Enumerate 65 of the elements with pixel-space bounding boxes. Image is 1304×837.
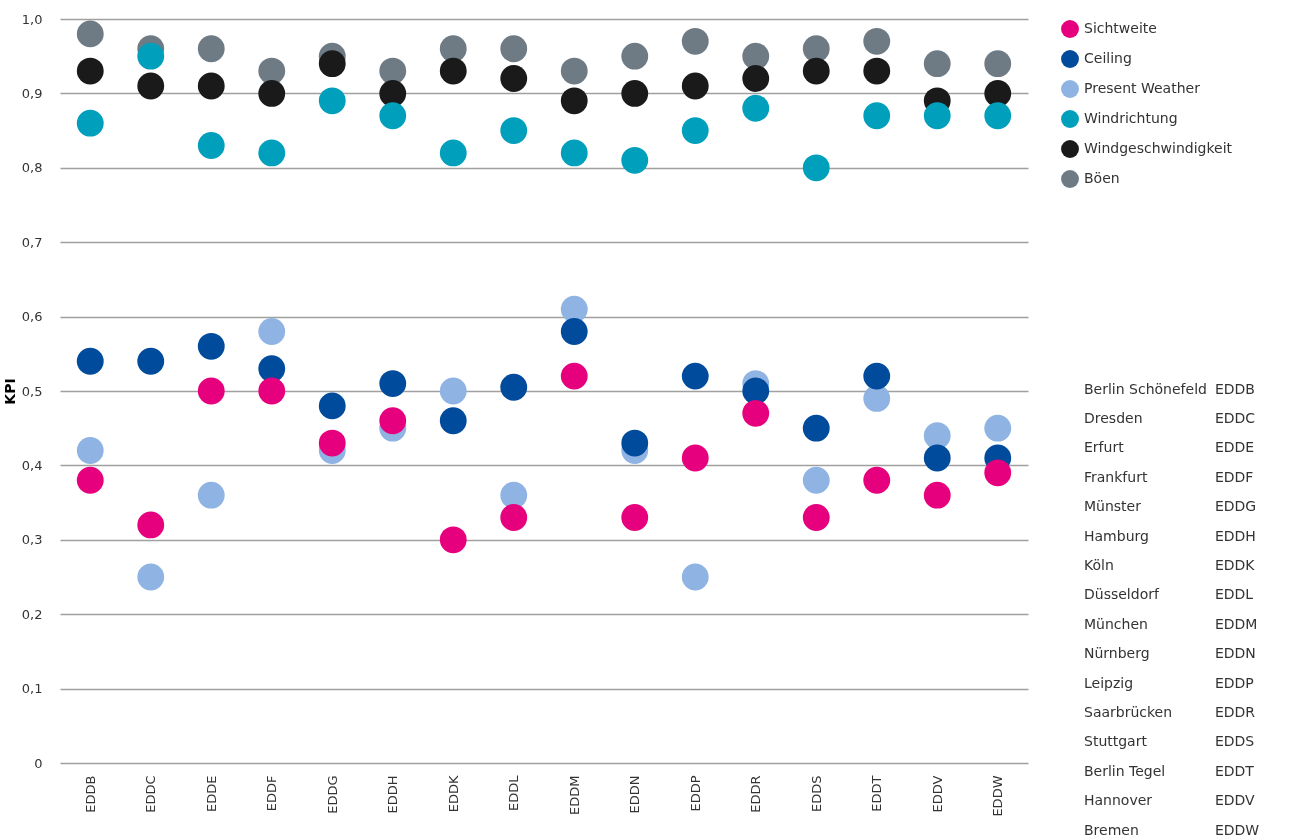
text: Münster [1084, 497, 1142, 517]
y-tick-label: 0,3 [21, 532, 43, 548]
text: Berlin Tegel [1084, 761, 1167, 781]
y-tick-label: 0,1 [21, 681, 43, 697]
legend-label: Ceiling [1084, 50, 1132, 66]
category-label: EDDH [1214, 527, 1256, 544]
y-axis-title: KPI [1, 378, 18, 405]
category-label: EDDC [1214, 410, 1256, 427]
category-label: EDDM [1214, 615, 1258, 632]
text: Hannover [1084, 791, 1154, 811]
y-tick-label: 0,6 [21, 309, 43, 325]
legend-label: Present Weather [1084, 80, 1201, 96]
text: Erfurt [1084, 438, 1125, 458]
category-label: EDDB [1214, 380, 1255, 397]
text: Stuttgart [1084, 732, 1148, 752]
x-tick-label: EDDG [324, 775, 340, 814]
category-label: EDDL [1214, 586, 1254, 603]
x-tick-label: EDDP [687, 775, 703, 812]
y-tick-label: 0,7 [21, 234, 43, 250]
category-label: EDDT [1214, 762, 1254, 779]
text: Frankfurt [1084, 467, 1149, 487]
x-tick-label: EDDB [82, 775, 98, 813]
x-tick-label: EDDH [385, 775, 401, 814]
legend-label: Böen [1084, 170, 1120, 186]
y-tick-label: 0,9 [21, 85, 43, 101]
category-label: EDDN [1214, 645, 1256, 662]
x-tick-label: EDDK [445, 775, 461, 813]
text: Bremen [1084, 820, 1140, 837]
category-label: EDDS [1214, 733, 1255, 750]
category-label: EDDK [1214, 557, 1255, 574]
y-tick-label: 0 [34, 755, 43, 771]
x-tick-label: EDDM [566, 775, 582, 815]
text: München [1084, 614, 1149, 634]
category-label: EDDW [1214, 821, 1260, 837]
legend-label: Windgeschwindigkeit [1084, 140, 1233, 156]
x-tick-label: EDDT [869, 775, 885, 812]
x-tick-label: EDDW [990, 775, 1006, 817]
x-tick-label: EDDN [627, 775, 643, 814]
x-tick-label: EDDF [264, 775, 280, 812]
category-label: EDDP [1214, 674, 1254, 691]
text: Nürnberg [1084, 644, 1151, 664]
text: Berlin Schönefeld [1084, 379, 1208, 399]
x-tick-label: EDDV [929, 775, 945, 813]
category-label: EDDR [1214, 703, 1256, 720]
y-tick-label: 0,8 [21, 160, 43, 176]
category-label: EDDE [1214, 439, 1255, 456]
x-tick-label: EDDL [506, 774, 522, 811]
legend-label: Sichtweite [1084, 20, 1157, 36]
text: Leipzig [1084, 673, 1135, 693]
y-tick-label: 1,0 [21, 11, 43, 27]
y-tick-label: 0,2 [21, 606, 43, 622]
x-tick-label: EDDC [143, 775, 159, 813]
text: Hamburg [1084, 526, 1150, 546]
text: Saarbrücken [1084, 703, 1174, 722]
text: Düsseldorf [1084, 585, 1161, 605]
legend-label: Windrichtung [1084, 110, 1178, 126]
x-tick-label: EDDR [748, 775, 764, 813]
text: Dresden [1084, 409, 1144, 429]
y-tick-label: 0,4 [21, 457, 43, 473]
text: Köln [1084, 556, 1115, 576]
y-tick-label: 0,5 [21, 383, 43, 399]
category-label: EDDG [1214, 498, 1257, 515]
category-label: EDDF [1214, 468, 1254, 485]
x-tick-label: EDDE [203, 775, 219, 812]
x-tick-label: EDDS [808, 775, 824, 812]
